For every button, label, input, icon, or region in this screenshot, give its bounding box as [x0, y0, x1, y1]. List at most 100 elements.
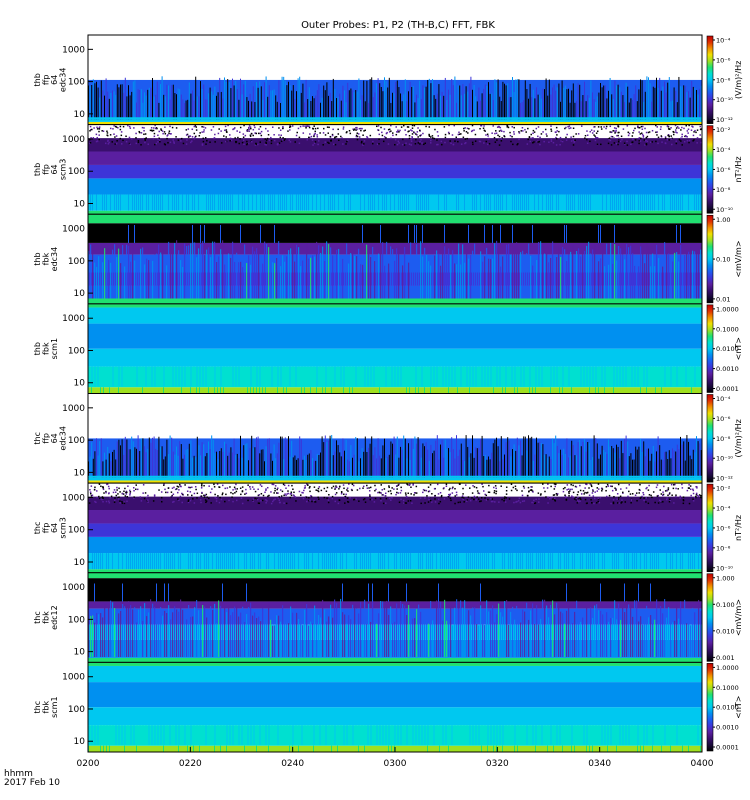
ytick-label-thc_ffp_64_edc34-0: 10	[74, 468, 86, 478]
ytick-label-thb_fbk_scm1-1: 100	[68, 346, 85, 356]
colorbar-tick-thc_fbk_scm1-3: 0.0010	[716, 724, 739, 732]
colorbar-tick-thc_ffp_64_edc34-0: 10⁻⁴	[716, 395, 731, 403]
ylabel-thb_ffp_64_edc34-0: thb	[33, 73, 42, 86]
colorbar-tick-thb_ffp_64_scm3-1: 10⁻⁴	[716, 146, 731, 154]
colorbar-tick-thb_ffp_64_scm3-2: 10⁻⁶	[716, 166, 731, 174]
ytick-label-thb_fbk_scm1-0: 10	[74, 379, 86, 389]
ytick-label-thc_fbk_edc12-1: 100	[68, 615, 85, 625]
colorbar-tick-thb_fbk_scm1-2: 0.0100	[716, 345, 739, 353]
colorbar-tick-thc_fbk_edc12-0: 1.000	[716, 574, 735, 582]
colorbar-tick-thb_ffp_64_edc34-2: 10⁻⁸	[716, 76, 731, 84]
ylabel-thc_fbk_edc12-1: fbk	[42, 611, 51, 624]
ylabel-thc_fbk_edc12-2: edc12	[50, 605, 59, 630]
colorbar-tick-thc_ffp_64_scm3-1: 10⁻⁴	[716, 505, 731, 513]
colorbar-tick-thc_ffp_64_edc34-3: 10⁻¹⁰	[716, 455, 733, 463]
colorbar-tick-thb_fbk_scm1-4: 0.0001	[716, 385, 739, 393]
ytick-label-thb_fbk_edc34-1: 100	[68, 257, 85, 267]
ylabel-thc_fbk_scm1-2: scm1	[50, 696, 59, 717]
colorbar-tick-thc_ffp_64_edc34-4: 10⁻¹²	[716, 475, 733, 483]
colorbar-tick-thc_fbk_scm1-4: 0.0001	[716, 744, 739, 752]
panel-thc_ffp_64_edc34: thc ffp 64 edc34 (V/m)²/Hz	[33, 393, 743, 484]
ylabel-thc_ffp_64_edc34-1: ffp	[42, 433, 51, 444]
colorbar-tick-thc_ffp_64_edc34-1: 10⁻⁶	[716, 415, 731, 423]
panel-thb_fbk_edc34: thb fbk edc34 <mV/m>	[33, 213, 743, 305]
colorbar-tick-thb_ffp_64_scm3-4: 10⁻¹⁰	[716, 206, 733, 214]
ylabel-thc_ffp_64_scm3-0: thc	[33, 522, 42, 535]
colorbar-thb_fbk_scm1	[706, 304, 714, 393]
ylabel-thb_ffp_64_edc34-1: ffp	[42, 75, 51, 86]
colorbar-tick-thb_ffp_64_scm3-0: 10⁻²	[716, 126, 731, 134]
ylabel-thc_ffp_64_edc34-3: edc34	[59, 426, 68, 451]
ytick-label-thb_fbk_scm1-2: 1000	[62, 314, 85, 324]
ylabel-thb_fbk_scm1-1: fbk	[42, 342, 51, 355]
ytick-label-thb_ffp_64_edc34-2: 1000	[62, 45, 85, 55]
colorbar-label-thb_fbk_edc34: <mV/m>	[734, 240, 743, 277]
panel-thb_ffp_64_edc34: thb ffp 64 edc34 (V/m)²/Hz	[33, 34, 743, 126]
ytick-label-thc_ffp_64_scm3-0: 10	[74, 558, 86, 568]
ylabel-thb_ffp_64_edc34-2: 64	[50, 75, 59, 85]
ylabel-thb_ffp_64_scm3-1: ffp	[42, 164, 51, 175]
ylabel-thb_fbk_edc34-2: edc34	[50, 247, 59, 272]
ylabel-thc_ffp_64_scm3-3: scm3	[59, 517, 68, 538]
colorbar-thc_ffp_64_scm3	[706, 483, 714, 573]
colorbar-tick-thb_fbk_edc34-2: 0.01	[716, 295, 730, 303]
colorbar-thc_fbk_scm1	[706, 663, 714, 752]
ytick-label-thc_fbk_edc12-0: 10	[74, 648, 86, 658]
ylabel-thb_ffp_64_edc34-3: edc34	[59, 68, 68, 93]
xtick-label-3: 0300	[384, 759, 407, 769]
ytick-label-thb_ffp_64_scm3-1: 100	[68, 167, 85, 177]
ytick-label-thb_ffp_64_scm3-0: 10	[74, 199, 86, 209]
ylabel-thc_fbk_scm1-1: fbk	[42, 701, 51, 714]
ytick-label-thc_ffp_64_edc34-1: 100	[68, 436, 85, 446]
colorbar-tick-thc_fbk_edc12-1: 0.100	[716, 601, 735, 609]
chart-title: Outer Probes: P1, P2 (TH-B,C) FFT, FBK	[301, 20, 495, 31]
colorbar-tick-thb_fbk_edc34-0: 1.00	[716, 216, 730, 224]
panel-thc_fbk_scm1: thc fbk scm1 <nT>	[33, 661, 743, 753]
ytick-label-thb_ffp_64_scm3-2: 1000	[62, 135, 85, 145]
colorbar-tick-thc_ffp_64_scm3-2: 10⁻⁶	[716, 524, 731, 532]
colorbar-tick-thc_fbk_scm1-0: 1.0000	[716, 664, 739, 672]
colorbar-tick-thb_fbk_edc34-1: 0.10	[716, 256, 730, 264]
ytick-label-thc_fbk_edc12-2: 1000	[62, 583, 85, 593]
colorbar-tick-thb_ffp_64_edc34-3: 10⁻¹⁰	[716, 96, 733, 104]
ytick-label-thc_ffp_64_scm3-1: 100	[68, 526, 85, 536]
ytick-label-thc_fbk_scm1-0: 10	[74, 737, 86, 747]
xtick-label-1: 0220	[179, 759, 202, 769]
ylabel-thb_ffp_64_scm3-2: 64	[50, 164, 59, 174]
colorbar-label-thb_fbk_scm1: <nT>	[734, 337, 743, 360]
colorbar-thc_fbk_edc12	[706, 573, 714, 662]
ytick-label-thb_ffp_64_edc34-1: 100	[68, 78, 85, 88]
colorbar-tick-thb_ffp_64_edc34-1: 10⁻⁶	[716, 56, 731, 64]
colorbar-thb_ffp_64_edc34	[706, 35, 714, 124]
colorbar-tick-thc_fbk_edc12-3: 0.001	[716, 654, 735, 662]
panel-thb_fbk_scm1: thb fbk scm1 <nT>	[33, 303, 743, 394]
colorbar-thb_ffp_64_scm3	[706, 125, 714, 214]
colorbar-label-thc_ffp_64_edc34: (V/m)²/Hz	[734, 419, 743, 457]
ytick-label-thb_fbk_edc34-0: 10	[74, 289, 86, 299]
colorbar-thb_fbk_edc34	[706, 214, 714, 304]
ytick-label-thb_fbk_edc34-2: 1000	[62, 225, 85, 235]
colorbar-tick-thc_ffp_64_scm3-0: 10⁻²	[716, 485, 731, 493]
xtick-label-2: 0240	[281, 759, 304, 769]
ylabel-thb_fbk_scm1-0: thb	[33, 342, 42, 355]
colorbar-label-thb_ffp_64_edc34: (V/m)²/Hz	[734, 61, 743, 99]
ylabel-thb_ffp_64_scm3-0: thb	[33, 163, 42, 176]
colorbar-tick-thc_ffp_64_scm3-4: 10⁻¹⁰	[716, 564, 733, 572]
ylabel-thc_ffp_64_edc34-0: thc	[33, 432, 42, 445]
ytick-label-thc_fbk_scm1-1: 100	[68, 705, 85, 715]
colorbar-tick-thc_fbk_edc12-2: 0.010	[716, 627, 735, 635]
ylabel-thb_fbk_scm1-2: scm1	[50, 338, 59, 359]
ylabel-thc_fbk_scm1-0: thc	[33, 701, 42, 714]
time-unit-label: hhmm	[4, 769, 33, 779]
colorbar-tick-thb_fbk_scm1-1: 0.1000	[716, 325, 739, 333]
colorbar-tick-thb_fbk_scm1-0: 1.0000	[716, 305, 739, 313]
panel-thc_fbk_edc12: thc fbk edc12 <mV/m>	[33, 572, 743, 663]
ylabel-thc_ffp_64_edc34-2: 64	[50, 433, 59, 443]
date-label: 2017 Feb 10	[4, 778, 61, 788]
colorbar-tick-thc_fbk_scm1-1: 0.1000	[716, 684, 739, 692]
ytick-label-thc_ffp_64_scm3-2: 1000	[62, 493, 85, 503]
ylabel-thb_fbk_edc34-0: thb	[33, 252, 42, 265]
colorbar-tick-thb_ffp_64_edc34-0: 10⁻⁴	[716, 37, 731, 45]
colorbar-tick-thb_ffp_64_scm3-3: 10⁻⁸	[716, 186, 731, 194]
ytick-label-thc_fbk_scm1-2: 1000	[62, 673, 85, 683]
